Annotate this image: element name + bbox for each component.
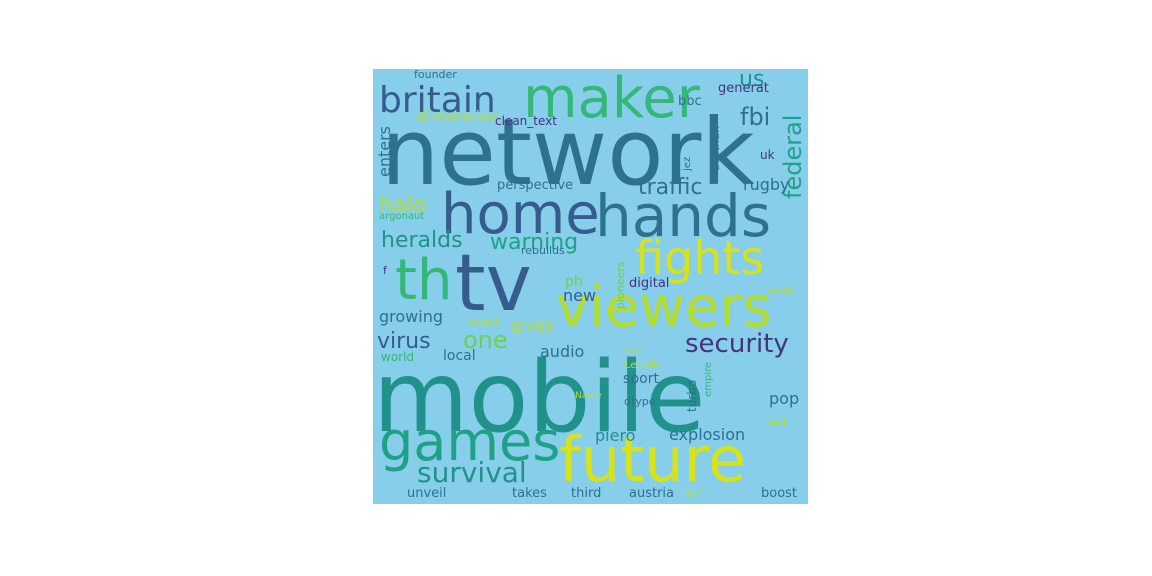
cloud-word-sport: sport [623,371,659,387]
cloud-word-austria: austria [629,486,674,501]
cloud-word-britain: britain [379,80,496,121]
cloud-word-rugby: rugby [743,175,790,194]
cloud-word-turbo: turbo [685,379,699,412]
cloud-word-generat: generat [718,81,769,96]
cloud-word-home: home [441,182,600,247]
cloud-word-security: security [685,329,789,359]
cloud-word-explosion: explosion [669,425,746,444]
cloud-word-founder: founder [414,69,457,81]
cloud-word-growing: growing [379,307,443,326]
cloud-word-austrian: austrian [709,125,722,171]
cloud-word-fbi: fbi [740,103,771,131]
cloud-word-dtype: dtype [624,395,656,408]
cloud-word-heralds: heralds [381,228,463,253]
cloud-word-clean-text: clean_text [495,114,557,128]
cloud-word-mobile: mobile [373,341,706,455]
cloud-word-san: san [625,346,643,357]
cloud-word-digital: digital [629,276,670,291]
cloud-word-name: Name [575,391,602,401]
cloud-word-us: us [739,69,765,92]
cloud-word-argonaut: argonaut [379,211,425,222]
cloud-word-boost: boost [761,486,798,501]
cloud-word-empire: empire [703,361,714,397]
cloud-word-film: film [682,487,703,500]
cloud-word-future: future [559,423,746,496]
cloud-word-dimension: dimension [417,107,500,126]
cloud-word-audio: audio [540,342,585,361]
cloud-word-piero: piero [595,426,636,445]
cloud-word-world: world [381,350,415,364]
cloud-word-maker: maker [523,69,700,131]
cloud-word-new: new [563,286,597,305]
cloud-word-net: net [769,415,788,428]
word-cloud: network mobile tv th hands home maker viewers fu… [373,69,808,504]
cloud-word-bbc: bbc [678,94,702,109]
cloud-word-virus: virus [377,329,431,354]
cloud-word-viewers: viewers [556,275,772,340]
cloud-word-pop: pop [769,389,800,408]
cloud-word-fights: fights [635,231,765,285]
cloud-word-halo: halo [379,193,426,218]
cloud-word-takes: takes [512,486,547,501]
cloud-word-hands: hands [595,182,772,250]
cloud-word-ph: ph [565,274,583,290]
cloud-word-survival: survival [417,456,527,489]
cloud-word-object: object [468,317,499,328]
cloud-word-warning: warning [490,230,579,255]
cloud-word-seek: seek [768,283,794,296]
cloud-word-th: th [395,248,453,313]
cloud-word-pioneers: pioneers [614,261,627,309]
cloud-word-f: f [383,264,387,277]
cloud-word-traffic: traffic [638,175,703,200]
cloud-word-uk: uk [760,148,775,162]
cloud-word-perspective: perspective [497,178,574,193]
cloud-word-enters: enters [375,125,394,177]
cloud-word-gives: gives [511,316,554,335]
cloud-word-local: local [443,348,476,364]
cloud-word-tv: tv [455,239,532,329]
cloud-word-network: network [381,99,755,206]
cloud-word-length: Length [625,360,660,371]
cloud-word-games: games [379,410,561,473]
cloud-word-jez: jez [682,156,693,171]
cloud-word-rebuilds: rebuilds [521,244,565,257]
cloud-word-third: third [571,486,602,501]
cloud-word-unveil: unveil [407,486,447,501]
cloud-word-one: one [463,326,508,354]
